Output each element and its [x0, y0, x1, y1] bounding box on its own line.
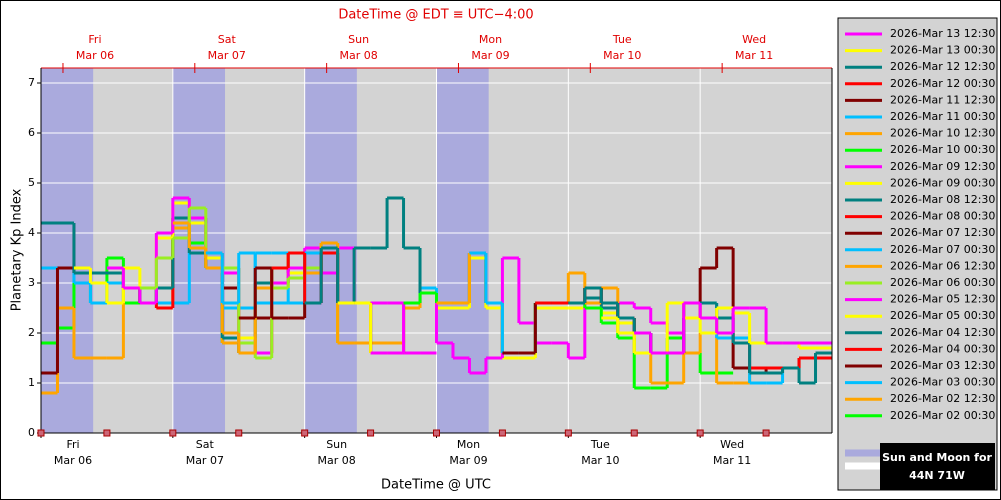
night-band [172, 68, 226, 433]
x-tick-label: Mar 10 [581, 454, 619, 467]
legend-label: 2026-Mar 02 00:30 [890, 409, 995, 422]
x2-tick-label: Wed [742, 33, 766, 46]
legend-label: 2026-Mar 09 12:30 [890, 160, 995, 173]
y-tick-label: 2 [28, 326, 35, 339]
legend-label: 2026-Mar 08 00:30 [890, 210, 995, 223]
x-tick-label: Mar 11 [713, 454, 751, 467]
event-marker [564, 429, 572, 437]
x-tick-label: Mon [457, 438, 480, 451]
legend-label: 2026-Mar 10 00:30 [890, 143, 995, 156]
event-marker [762, 429, 770, 437]
event-marker [696, 429, 704, 437]
location-line: Sun and Moon for [882, 451, 992, 464]
legend-label: 2026-Mar 05 00:30 [890, 309, 995, 322]
y-tick-label: 7 [28, 76, 35, 89]
y-tick-label: 1 [28, 376, 35, 389]
legend-label: 2026-Mar 11 00:30 [890, 110, 995, 123]
event-marker [367, 429, 375, 437]
event-marker [235, 429, 243, 437]
x-tick-label: Sun [326, 438, 347, 451]
x2-tick-label: Sun [348, 33, 369, 46]
x2-tick-label: Mar 08 [340, 49, 378, 62]
x2-tick-label: Mar 09 [471, 49, 509, 62]
legend-label: 2026-Mar 05 12:30 [890, 293, 995, 306]
x2-tick-label: Mon [479, 33, 502, 46]
y-tick-label: 3 [28, 276, 35, 289]
legend-box [837, 17, 998, 491]
x-tick-label: Wed [720, 438, 744, 451]
event-marker [301, 429, 309, 437]
x-tick-label: Mar 06 [54, 454, 92, 467]
event-marker [169, 429, 177, 437]
legend-label: 2026-Mar 11 12:30 [890, 93, 995, 106]
legend-label: 2026-Mar 12 00:30 [890, 77, 995, 90]
location-box [880, 443, 995, 490]
night-band [41, 68, 94, 433]
x2-tick-label: Mar 11 [735, 49, 773, 62]
legend-label: 2026-Mar 02 12:30 [890, 392, 995, 405]
x-tick-label: Tue [590, 438, 610, 451]
x2-tick-label: Fri [88, 33, 101, 46]
legend-label: 2026-Mar 13 12:30 [890, 27, 995, 40]
x-tick-label: Fri [66, 438, 79, 451]
legend-label: 2026-Mar 08 12:30 [890, 193, 995, 206]
legend-label: 2026-Mar 03 00:30 [890, 376, 995, 389]
legend-label: 2026-Mar 09 00:30 [890, 176, 995, 189]
x2-tick-label: Mar 06 [76, 49, 114, 62]
y-tick-label: 0 [28, 426, 35, 439]
y-axis-title: Planetary Kp Index [10, 188, 25, 311]
night-band [304, 68, 357, 433]
legend-label: 2026-Mar 04 00:30 [890, 342, 995, 355]
event-marker [433, 429, 440, 437]
location-line: 44N 71W [909, 469, 965, 482]
legend-label: 2026-Mar 13 00:30 [890, 44, 995, 57]
legend-label: 2026-Mar 04 12:30 [890, 326, 995, 339]
y-tick-label: 5 [28, 176, 35, 189]
x-tick-label: Mar 07 [186, 454, 224, 467]
legend-label: 2026-Mar 06 12:30 [890, 259, 995, 272]
x-axis-title: DateTime @ UTC [381, 478, 491, 493]
event-marker [498, 429, 506, 437]
legend-label: 2026-Mar 03 12:30 [890, 359, 995, 372]
legend-label: 2026-Mar 06 00:30 [890, 276, 995, 289]
y-tick-label: 6 [28, 126, 35, 139]
legend-label: 2026-Mar 07 00:30 [890, 243, 995, 256]
night-band [436, 68, 489, 433]
event-marker [630, 429, 638, 437]
legend-label: 2026-Mar 10 12:30 [890, 127, 995, 140]
x-tick-label: Mar 09 [449, 454, 487, 467]
legend-label: 2026-Mar 12 12:30 [890, 60, 995, 73]
x-tick-label: Mar 08 [318, 454, 356, 467]
x2-tick-label: Sat [218, 33, 237, 46]
x2-tick-label: Mar 07 [208, 49, 246, 62]
event-marker [103, 429, 111, 437]
y-tick-label: 4 [28, 226, 35, 239]
x-tick-label: Sat [196, 438, 215, 451]
x2-tick-label: Mar 10 [603, 49, 641, 62]
event-marker [37, 429, 45, 437]
legend-label: 2026-Mar 07 12:30 [890, 226, 995, 239]
top-axis-title: DateTime @ EDT ≡ UTC−4:00 [338, 8, 533, 23]
x2-tick-label: Tue [612, 33, 632, 46]
